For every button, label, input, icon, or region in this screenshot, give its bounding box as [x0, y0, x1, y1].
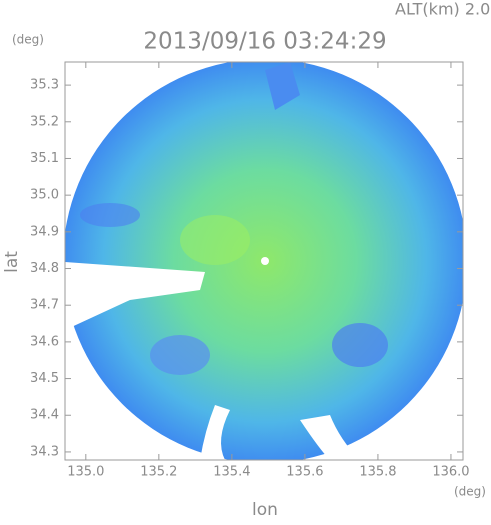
y-tick-label: 34.4 — [30, 408, 59, 423]
y-axis-label: lat — [2, 251, 22, 273]
y-tick-label: 34.7 — [30, 298, 59, 313]
y-tick-label: 35.3 — [30, 78, 59, 93]
y-tick-label: 34.8 — [30, 261, 59, 276]
x-tick-label: 136.0 — [432, 465, 469, 480]
echo-patch — [332, 323, 388, 367]
plot-frame — [64, 61, 464, 461]
y-unit: (deg) — [12, 33, 44, 47]
y-tick-label: 35.0 — [30, 188, 59, 203]
y-tick-label: 35.2 — [30, 114, 59, 129]
x-tick-label: 135.6 — [286, 465, 323, 480]
altitude-label: ALT(km) 2.0 — [395, 0, 490, 19]
x-tick-label: 135.4 — [213, 465, 250, 480]
x-tick-label: 135.0 — [67, 465, 104, 480]
y-tick-label: 34.5 — [30, 371, 59, 386]
echo-patch — [150, 335, 210, 375]
echo-patch — [265, 62, 300, 110]
y-tick-label: 35.1 — [30, 151, 59, 166]
x-axis-label: lon — [252, 500, 278, 520]
radar-site — [261, 257, 269, 265]
timestamp: 2013/09/16 03:24:29 — [143, 29, 386, 55]
y-tick-label: 34.9 — [30, 224, 59, 239]
blocked-sector — [65, 262, 205, 330]
radar-echo — [65, 62, 463, 460]
echo-patch — [180, 215, 250, 265]
x-tick-label: 135.8 — [359, 465, 396, 480]
echo-patch — [80, 203, 140, 227]
clear-area — [200, 405, 230, 460]
x-tick-label: 135.2 — [140, 465, 177, 480]
y-tick-label: 34.6 — [30, 334, 59, 349]
y-tick-label: 34.3 — [30, 444, 59, 459]
x-unit: (deg) — [454, 485, 486, 499]
clear-area — [300, 415, 360, 460]
